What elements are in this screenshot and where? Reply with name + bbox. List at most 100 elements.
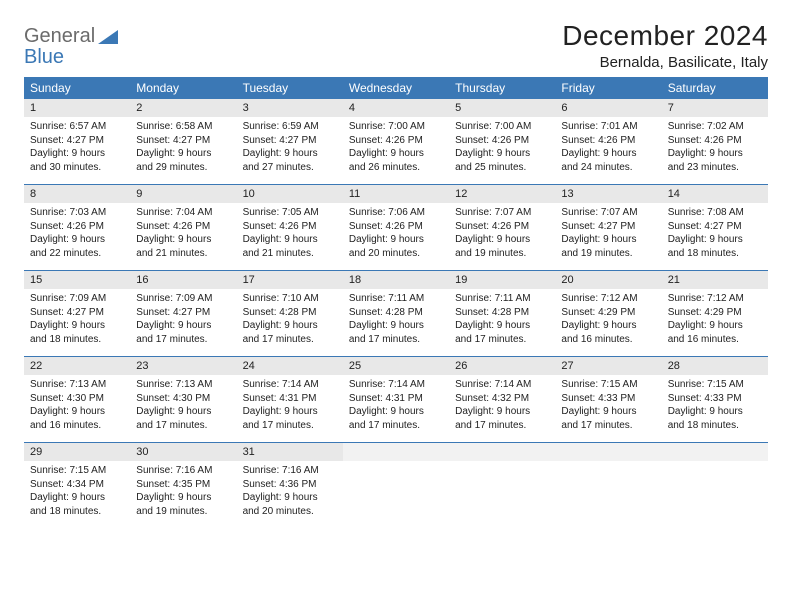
day-number-cell: 24	[237, 357, 343, 376]
day-number-cell: 25	[343, 357, 449, 376]
calendar-body: 1234567Sunrise: 6:57 AMSunset: 4:27 PMDa…	[24, 99, 768, 528]
day-number-cell: 8	[24, 185, 130, 204]
day-number-cell: 13	[555, 185, 661, 204]
day-number-row: 891011121314	[24, 185, 768, 204]
location: Bernalda, Basilicate, Italy	[562, 54, 768, 71]
dow-header: Friday	[555, 77, 661, 99]
day-content-cell: Sunrise: 7:10 AMSunset: 4:28 PMDaylight:…	[237, 289, 343, 357]
day-content-cell: Sunrise: 7:07 AMSunset: 4:27 PMDaylight:…	[555, 203, 661, 271]
day-content-cell: Sunrise: 7:16 AMSunset: 4:36 PMDaylight:…	[237, 461, 343, 528]
day-content-row: Sunrise: 7:09 AMSunset: 4:27 PMDaylight:…	[24, 289, 768, 357]
header: General Blue December 2024 Bernalda, Bas…	[24, 20, 768, 71]
dow-header: Wednesday	[343, 77, 449, 99]
day-number-cell: 17	[237, 271, 343, 290]
day-content-cell: Sunrise: 7:14 AMSunset: 4:32 PMDaylight:…	[449, 375, 555, 443]
day-number-cell: 16	[130, 271, 236, 290]
logo: General Blue	[24, 26, 118, 68]
day-content-cell: Sunrise: 7:15 AMSunset: 4:33 PMDaylight:…	[555, 375, 661, 443]
day-number-cell: 10	[237, 185, 343, 204]
day-content-cell: Sunrise: 7:03 AMSunset: 4:26 PMDaylight:…	[24, 203, 130, 271]
calendar-page: General Blue December 2024 Bernalda, Bas…	[0, 0, 792, 548]
day-content-cell: Sunrise: 7:16 AMSunset: 4:35 PMDaylight:…	[130, 461, 236, 528]
day-content-cell: Sunrise: 7:14 AMSunset: 4:31 PMDaylight:…	[343, 375, 449, 443]
logo-triangle-icon	[98, 30, 118, 44]
day-content-cell: Sunrise: 7:15 AMSunset: 4:33 PMDaylight:…	[662, 375, 768, 443]
day-content-cell: Sunrise: 7:01 AMSunset: 4:26 PMDaylight:…	[555, 117, 661, 185]
day-number-row: 293031	[24, 443, 768, 462]
logo-text: General Blue	[24, 26, 118, 68]
day-of-week-row: SundayMondayTuesdayWednesdayThursdayFrid…	[24, 77, 768, 99]
day-content-cell: Sunrise: 7:05 AMSunset: 4:26 PMDaylight:…	[237, 203, 343, 271]
day-number-cell: 12	[449, 185, 555, 204]
day-number-cell	[555, 443, 661, 462]
day-number-cell: 11	[343, 185, 449, 204]
day-content-cell: Sunrise: 7:13 AMSunset: 4:30 PMDaylight:…	[130, 375, 236, 443]
day-number-cell: 20	[555, 271, 661, 290]
day-content-row: Sunrise: 7:13 AMSunset: 4:30 PMDaylight:…	[24, 375, 768, 443]
day-number-cell: 21	[662, 271, 768, 290]
day-number-cell: 29	[24, 443, 130, 462]
day-content-cell: Sunrise: 7:07 AMSunset: 4:26 PMDaylight:…	[449, 203, 555, 271]
day-number-cell: 18	[343, 271, 449, 290]
day-content-cell: Sunrise: 7:13 AMSunset: 4:30 PMDaylight:…	[24, 375, 130, 443]
day-number-cell: 4	[343, 99, 449, 117]
day-content-cell: Sunrise: 7:06 AMSunset: 4:26 PMDaylight:…	[343, 203, 449, 271]
day-number-cell: 22	[24, 357, 130, 376]
day-number-cell: 19	[449, 271, 555, 290]
dow-header: Tuesday	[237, 77, 343, 99]
day-number-cell: 30	[130, 443, 236, 462]
day-content-cell: Sunrise: 7:02 AMSunset: 4:26 PMDaylight:…	[662, 117, 768, 185]
dow-header: Sunday	[24, 77, 130, 99]
day-number-cell: 2	[130, 99, 236, 117]
logo-part1: General	[24, 25, 95, 47]
day-content-cell: Sunrise: 6:57 AMSunset: 4:27 PMDaylight:…	[24, 117, 130, 185]
day-number-row: 15161718192021	[24, 271, 768, 290]
day-content-cell: Sunrise: 7:11 AMSunset: 4:28 PMDaylight:…	[343, 289, 449, 357]
logo-part2: Blue	[24, 47, 118, 68]
day-number-cell: 28	[662, 357, 768, 376]
day-content-cell	[662, 461, 768, 528]
day-number-cell	[343, 443, 449, 462]
day-number-cell: 5	[449, 99, 555, 117]
day-content-cell: Sunrise: 7:04 AMSunset: 4:26 PMDaylight:…	[130, 203, 236, 271]
day-content-cell	[343, 461, 449, 528]
dow-header: Monday	[130, 77, 236, 99]
day-number-cell: 26	[449, 357, 555, 376]
day-content-cell: Sunrise: 6:58 AMSunset: 4:27 PMDaylight:…	[130, 117, 236, 185]
day-content-row: Sunrise: 6:57 AMSunset: 4:27 PMDaylight:…	[24, 117, 768, 185]
day-content-cell: Sunrise: 7:14 AMSunset: 4:31 PMDaylight:…	[237, 375, 343, 443]
day-number-cell: 27	[555, 357, 661, 376]
day-content-cell: Sunrise: 7:00 AMSunset: 4:26 PMDaylight:…	[449, 117, 555, 185]
day-number-cell: 15	[24, 271, 130, 290]
day-content-row: Sunrise: 7:03 AMSunset: 4:26 PMDaylight:…	[24, 203, 768, 271]
day-content-row: Sunrise: 7:15 AMSunset: 4:34 PMDaylight:…	[24, 461, 768, 528]
day-number-cell	[449, 443, 555, 462]
day-number-cell: 3	[237, 99, 343, 117]
day-number-cell: 9	[130, 185, 236, 204]
day-content-cell: Sunrise: 7:11 AMSunset: 4:28 PMDaylight:…	[449, 289, 555, 357]
dow-header: Thursday	[449, 77, 555, 99]
day-content-cell: Sunrise: 7:00 AMSunset: 4:26 PMDaylight:…	[343, 117, 449, 185]
day-number-cell: 6	[555, 99, 661, 117]
day-content-cell: Sunrise: 7:12 AMSunset: 4:29 PMDaylight:…	[555, 289, 661, 357]
day-content-cell: Sunrise: 7:15 AMSunset: 4:34 PMDaylight:…	[24, 461, 130, 528]
day-content-cell: Sunrise: 7:09 AMSunset: 4:27 PMDaylight:…	[24, 289, 130, 357]
dow-header: Saturday	[662, 77, 768, 99]
day-content-cell: Sunrise: 7:12 AMSunset: 4:29 PMDaylight:…	[662, 289, 768, 357]
day-number-cell: 23	[130, 357, 236, 376]
day-number-cell: 31	[237, 443, 343, 462]
title-block: December 2024 Bernalda, Basilicate, Ital…	[562, 20, 768, 71]
day-number-cell: 14	[662, 185, 768, 204]
day-number-cell: 7	[662, 99, 768, 117]
day-number-row: 1234567	[24, 99, 768, 117]
day-number-row: 22232425262728	[24, 357, 768, 376]
day-content-cell: Sunrise: 7:09 AMSunset: 4:27 PMDaylight:…	[130, 289, 236, 357]
day-content-cell: Sunrise: 6:59 AMSunset: 4:27 PMDaylight:…	[237, 117, 343, 185]
day-number-cell: 1	[24, 99, 130, 117]
day-content-cell	[449, 461, 555, 528]
day-content-cell	[555, 461, 661, 528]
day-number-cell	[662, 443, 768, 462]
month-title: December 2024	[562, 20, 768, 52]
calendar-table: SundayMondayTuesdayWednesdayThursdayFrid…	[24, 77, 768, 528]
day-content-cell: Sunrise: 7:08 AMSunset: 4:27 PMDaylight:…	[662, 203, 768, 271]
